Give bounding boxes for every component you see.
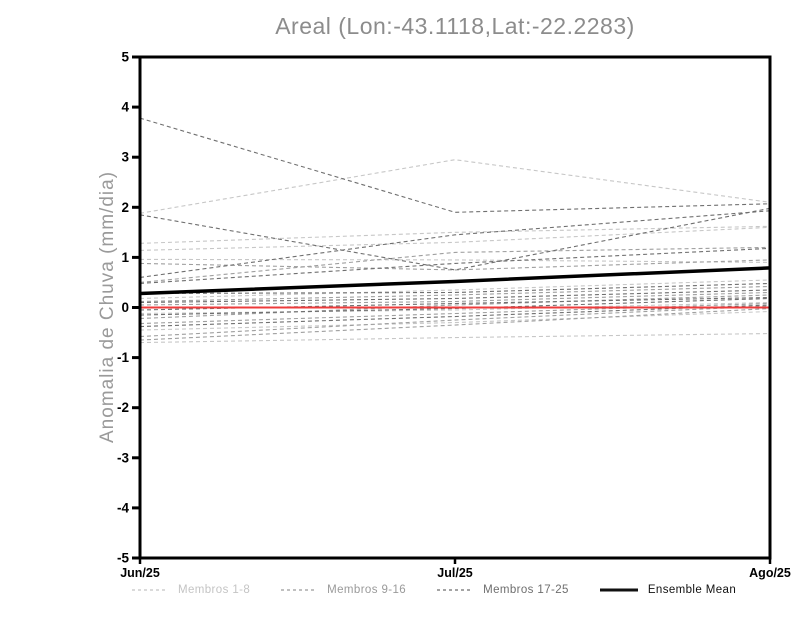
member-line bbox=[139, 291, 771, 306]
x-tick-label: Ago/25 bbox=[749, 566, 791, 580]
legend-item-membros-1-8: Membros 1-8 bbox=[131, 584, 250, 596]
member-line bbox=[139, 210, 771, 278]
member-line bbox=[139, 307, 771, 341]
legend-label: Membros 9-16 bbox=[327, 584, 407, 596]
y-tick-label: 3 bbox=[121, 150, 129, 165]
y-tick-label: -5 bbox=[117, 551, 129, 566]
chart-legend: Membros 1-8 Membros 9-16 Membros 17-25 E… bbox=[131, 584, 736, 596]
y-tick-label: -1 bbox=[117, 350, 129, 365]
x-tick-label: Jul/25 bbox=[437, 566, 472, 580]
legend-label: Ensemble Mean bbox=[647, 584, 737, 596]
y-tick-label: 0 bbox=[121, 300, 129, 315]
member-line bbox=[139, 246, 771, 283]
member-line bbox=[139, 289, 771, 304]
chart-title: Areal (Lon:-43.1118,Lat:-22.2283) bbox=[275, 13, 635, 39]
legend-label: Membros 17-25 bbox=[483, 584, 569, 596]
member-line bbox=[139, 294, 771, 320]
member-line bbox=[139, 117, 771, 213]
dashed-line-sample bbox=[437, 589, 474, 591]
member-line bbox=[139, 207, 771, 271]
member-line bbox=[139, 258, 771, 263]
ensemble-mean-line bbox=[139, 266, 771, 296]
y-tick-label: 2 bbox=[121, 200, 129, 215]
dashed-line-sample bbox=[281, 589, 318, 591]
member-line bbox=[139, 159, 771, 214]
member-line bbox=[139, 305, 771, 338]
y-tick-label: -3 bbox=[117, 450, 129, 465]
y-tick-label: 1 bbox=[121, 250, 129, 265]
member-line bbox=[139, 304, 771, 328]
legend-label: Membros 1-8 bbox=[178, 584, 251, 596]
member-line bbox=[139, 247, 771, 285]
member-line bbox=[139, 285, 771, 303]
x-tick-label: Jun/25 bbox=[120, 566, 160, 580]
legend-item-membros-17-25: Membros 17-25 bbox=[436, 584, 569, 596]
solid-line-sample bbox=[599, 588, 638, 592]
legend-item-membros-9-16: Membros 9-16 bbox=[280, 584, 406, 596]
member-line bbox=[139, 310, 771, 331]
y-tick-label: -2 bbox=[117, 400, 129, 415]
member-line bbox=[139, 282, 771, 295]
member-line bbox=[139, 333, 771, 344]
member-line bbox=[139, 226, 771, 251]
legend-item-ensemble-mean: Ensemble Mean bbox=[599, 584, 736, 596]
y-tick-label: 4 bbox=[121, 100, 129, 115]
member-line bbox=[139, 259, 771, 271]
y-tick-label: -4 bbox=[117, 500, 129, 515]
dashed-line-sample bbox=[132, 589, 168, 591]
member-line bbox=[139, 279, 771, 300]
member-line bbox=[139, 297, 771, 316]
y-tick-label: 5 bbox=[121, 50, 129, 65]
